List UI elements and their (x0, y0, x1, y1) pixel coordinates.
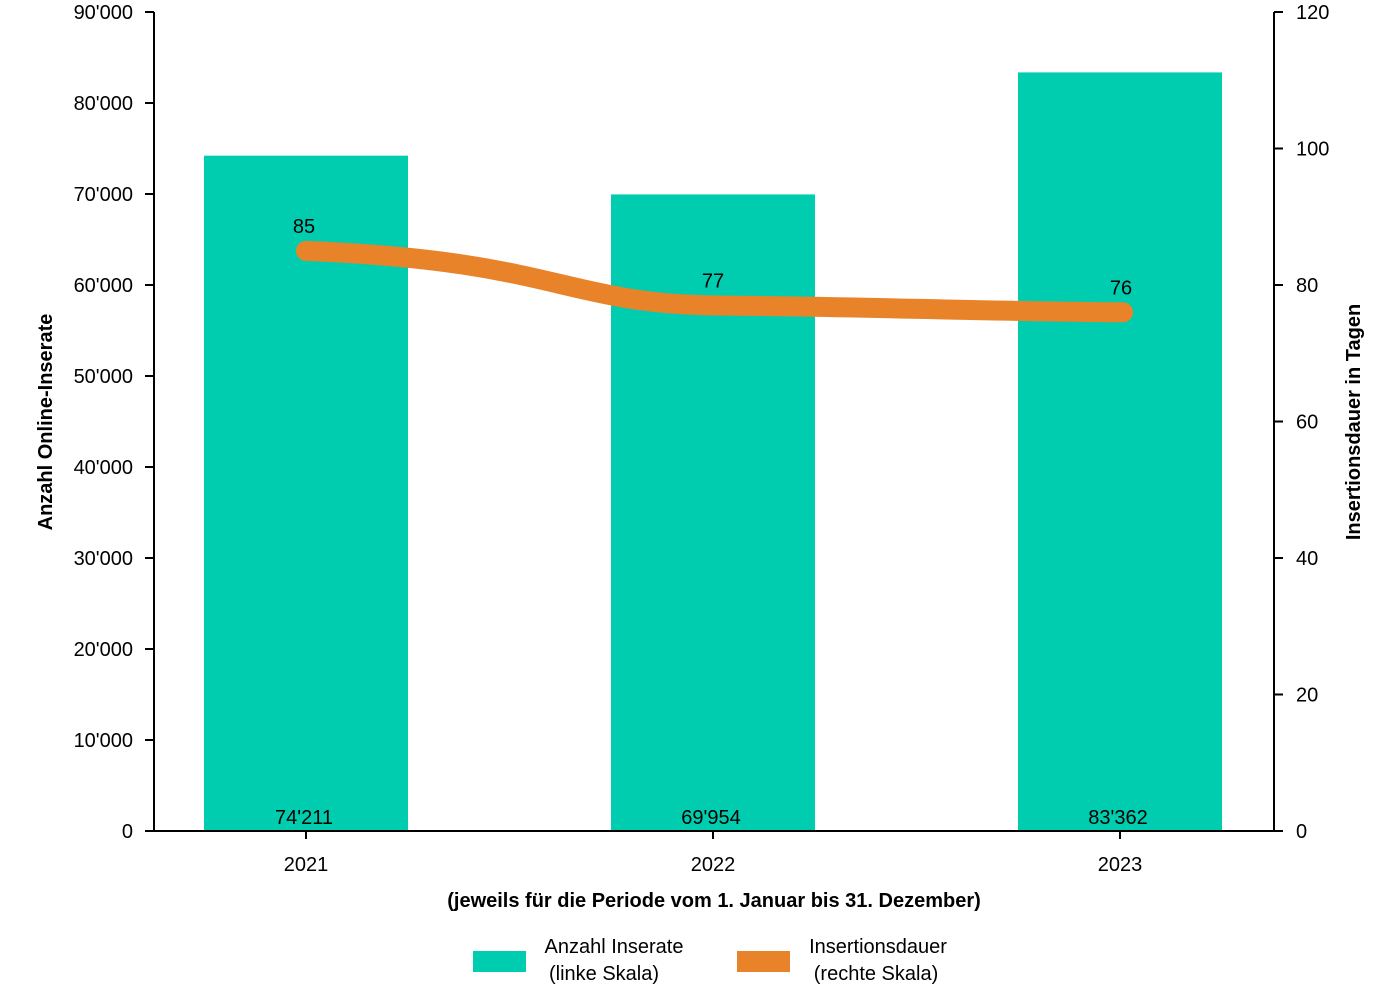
left-tick-label-6: 60'000 (74, 275, 133, 297)
left-axis: 0 10'000 20'000 30'000 40'000 50'000 60'000 70'… (74, 2, 155, 843)
right-tick-label-5: 100 (1296, 139, 1329, 161)
right-tick-label-4: 80 (1296, 275, 1318, 297)
x-tick-label-2023: 2023 (1098, 854, 1143, 876)
legend-label-bars-line1: Anzahl Inserate (545, 936, 684, 958)
right-tick-label-0: 0 (1296, 821, 1307, 843)
line-value-label-2023: 76 (1110, 277, 1132, 299)
line-series-insertionsdauer (296, 240, 1133, 323)
left-tick-label-1: 10'000 (74, 730, 133, 752)
x-axis: 2021 2022 2023 (154, 830, 1274, 876)
bar-value-label-2021: 74'211 (275, 807, 333, 829)
legend: Anzahl Inserate (linke Skala) Insertions… (473, 936, 947, 985)
right-axis: 0 20 40 60 80 100 120 (1273, 2, 1329, 843)
left-tick-label-0: 0 (122, 821, 133, 843)
left-tick-label-3: 30'000 (74, 548, 133, 570)
right-tick-label-3: 60 (1296, 412, 1318, 434)
line-value-label-2022: 77 (702, 270, 724, 292)
x-tick-label-2021: 2021 (284, 854, 329, 876)
bar-2023 (1018, 72, 1222, 831)
line-layer (296, 240, 1133, 323)
line-value-label-2021: 85 (293, 216, 315, 238)
left-tick-label-9: 90'000 (74, 2, 133, 24)
legend-swatch-bars (473, 951, 526, 972)
x-axis-title: (jeweils für die Periode vom 1. Januar b… (447, 890, 981, 912)
labels: 74'211 69'954 83'362 85 77 76 (275, 216, 1148, 829)
left-tick-label-4: 40'000 (74, 457, 133, 479)
left-tick-label-2: 20'000 (74, 639, 133, 661)
left-tick-label-8: 80'000 (74, 93, 133, 115)
right-tick-label-1: 20 (1296, 685, 1318, 707)
bar-2021 (204, 155, 408, 831)
y-axis-title: Anzahl Online-Inserate (35, 314, 57, 531)
x-tick-label-2022: 2022 (691, 854, 736, 876)
legend-label-line-line2: (rechte Skala) (814, 963, 939, 985)
right-tick-label-6: 120 (1296, 2, 1329, 24)
bar-value-label-2022: 69'954 (681, 807, 740, 829)
legend-label-bars-line2: (linke Skala) (549, 963, 659, 985)
right-tick-label-2: 40 (1296, 548, 1318, 570)
bars (204, 72, 1222, 832)
left-tick-label-5: 50'000 (74, 366, 133, 388)
bar-value-label-2023: 83'362 (1088, 807, 1147, 829)
legend-label-line-line1: Insertionsdauer (809, 936, 947, 958)
legend-swatch-line (737, 951, 790, 972)
left-tick-label-7: 70'000 (74, 184, 133, 206)
y2-axis-title: Insertionsdauer in Tagen (1343, 304, 1365, 540)
